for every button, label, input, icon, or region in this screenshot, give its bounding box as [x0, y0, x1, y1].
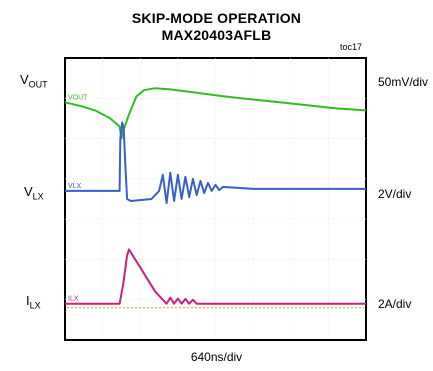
vlx-axis-label: VLX	[24, 184, 44, 202]
figure-id: toc17	[340, 42, 363, 52]
vout-axis-label: VOUT	[20, 72, 48, 90]
ilx-axis-label: ILX	[26, 293, 41, 311]
chart-title: SKIP-MODE OPERATION	[131, 10, 302, 26]
vlx-in-plot-label: VLX	[68, 183, 82, 190]
plot-traces	[64, 87, 367, 309]
x-axis-label: 640ns/div	[190, 350, 243, 364]
in-plot-labels: VOUT VLX ILX	[68, 94, 88, 302]
vout-scale-label: 50mV/div	[378, 75, 429, 89]
vout-trace	[64, 87, 367, 140]
ilx-in-plot-label: ILX	[68, 296, 79, 303]
vlx-scale-label: 2V/div	[378, 187, 412, 201]
ilx-scale-label: 2A/div	[378, 297, 412, 311]
chart-subtitle: MAX20403AFLB	[161, 27, 272, 43]
plot-frame	[64, 57, 367, 341]
vout-in-plot-label: VOUT	[68, 94, 88, 101]
ilx-trace	[65, 248, 366, 305]
vlx-trace	[65, 121, 366, 204]
